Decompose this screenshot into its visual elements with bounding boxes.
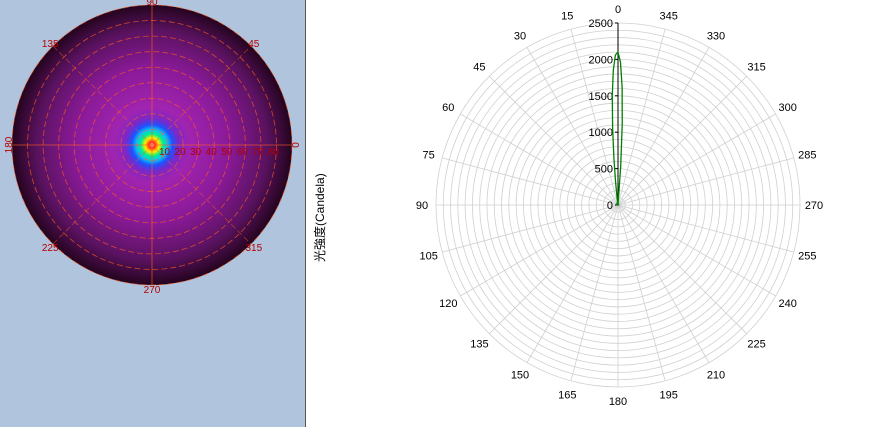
direction-label: 180 bbox=[4, 136, 15, 153]
grid-spoke bbox=[442, 157, 619, 206]
direction-label: 135 bbox=[42, 39, 59, 50]
grid-spoke bbox=[617, 204, 794, 253]
far-field-panel: 10 20 30 40 50 60 70 80 0 45 90 135 180 225 270 315 bbox=[0, 0, 305, 427]
panel-divider bbox=[305, 0, 306, 427]
angle-label: 210 bbox=[707, 370, 725, 382]
grid-spoke bbox=[617, 113, 776, 206]
polar-chart-panel: 0 15 30 45 60 75 90 105 120 135 150 165 180 195 210 225… bbox=[306, 0, 884, 427]
grid-spoke bbox=[617, 204, 666, 381]
grid-spoke bbox=[489, 204, 619, 334]
ring-label: 50 bbox=[221, 147, 233, 158]
direction-label: 90 bbox=[146, 0, 158, 8]
grid-spoke bbox=[460, 113, 619, 206]
angle-label: 15 bbox=[561, 11, 573, 23]
radial-tick-label: 2500 bbox=[589, 18, 613, 30]
grid-spoke bbox=[489, 76, 619, 206]
radial-tick-label: 500 bbox=[595, 164, 613, 176]
angle-label: 45 bbox=[473, 61, 485, 73]
far-field-heatmap: 10 20 30 40 50 60 70 80 0 45 90 135 180 225 270 315 bbox=[0, 0, 305, 427]
grid-spoke bbox=[617, 76, 747, 206]
y-axis-label: 光強度(Candela) bbox=[313, 173, 327, 262]
radial-tick-label: 1000 bbox=[589, 127, 613, 139]
ring-label: 20 bbox=[175, 147, 187, 158]
ring-label: 40 bbox=[206, 147, 218, 158]
grid-spoke bbox=[570, 29, 619, 206]
grid-spoke bbox=[617, 29, 666, 206]
radial-tick-label: 1500 bbox=[589, 91, 613, 103]
ring-label: 30 bbox=[190, 147, 202, 158]
angle-label: 195 bbox=[660, 389, 678, 401]
grid-spoke bbox=[617, 204, 747, 334]
grid-spoke bbox=[617, 47, 710, 206]
intensity-curve bbox=[611, 51, 623, 206]
grid-spoke bbox=[617, 157, 794, 206]
grid-spoke bbox=[526, 204, 619, 363]
angle-label: 90 bbox=[416, 200, 428, 212]
angle-label: 150 bbox=[511, 370, 529, 382]
angle-label: 30 bbox=[514, 30, 526, 42]
ring-label: 80 bbox=[268, 147, 280, 158]
direction-label: 225 bbox=[42, 243, 59, 254]
grid-spoke bbox=[460, 204, 619, 297]
grid-spoke bbox=[617, 204, 710, 363]
direction-label: 270 bbox=[144, 285, 161, 296]
ring-label: 10 bbox=[159, 147, 171, 158]
radial-tick-label: 2000 bbox=[589, 54, 613, 66]
ring-label: 60 bbox=[237, 147, 249, 158]
angle-label: 180 bbox=[609, 396, 627, 408]
angle-label: 165 bbox=[558, 389, 576, 401]
direction-label: 315 bbox=[245, 243, 262, 254]
angle-label: 0 bbox=[615, 4, 621, 16]
diagonal-axis bbox=[52, 45, 252, 245]
angle-label: 75 bbox=[423, 149, 435, 161]
angle-label: 300 bbox=[779, 102, 797, 114]
direction-label: 0 bbox=[289, 142, 300, 148]
direction-label: 45 bbox=[248, 39, 260, 50]
ring-label: 70 bbox=[252, 147, 264, 158]
angle-label: 105 bbox=[419, 251, 437, 263]
angle-label: 285 bbox=[798, 149, 816, 161]
angle-label: 330 bbox=[707, 30, 725, 42]
grid-spoke bbox=[617, 204, 776, 297]
angle-label: 225 bbox=[747, 339, 765, 351]
angle-label: 315 bbox=[747, 61, 765, 73]
grid-spoke bbox=[442, 204, 619, 253]
angle-label: 345 bbox=[660, 11, 678, 23]
angle-label: 120 bbox=[439, 298, 457, 310]
angle-label: 255 bbox=[798, 251, 816, 263]
angle-label: 135 bbox=[470, 339, 488, 351]
angle-label: 270 bbox=[805, 200, 823, 212]
angle-label: 60 bbox=[442, 102, 454, 114]
polar-chart: 0 15 30 45 60 75 90 105 120 135 150 165 180 195 210 225… bbox=[416, 4, 823, 408]
grid-spoke bbox=[570, 204, 619, 381]
angle-label: 240 bbox=[779, 298, 797, 310]
radial-tick-label: 0 bbox=[607, 200, 613, 212]
grid-spoke bbox=[526, 47, 619, 206]
